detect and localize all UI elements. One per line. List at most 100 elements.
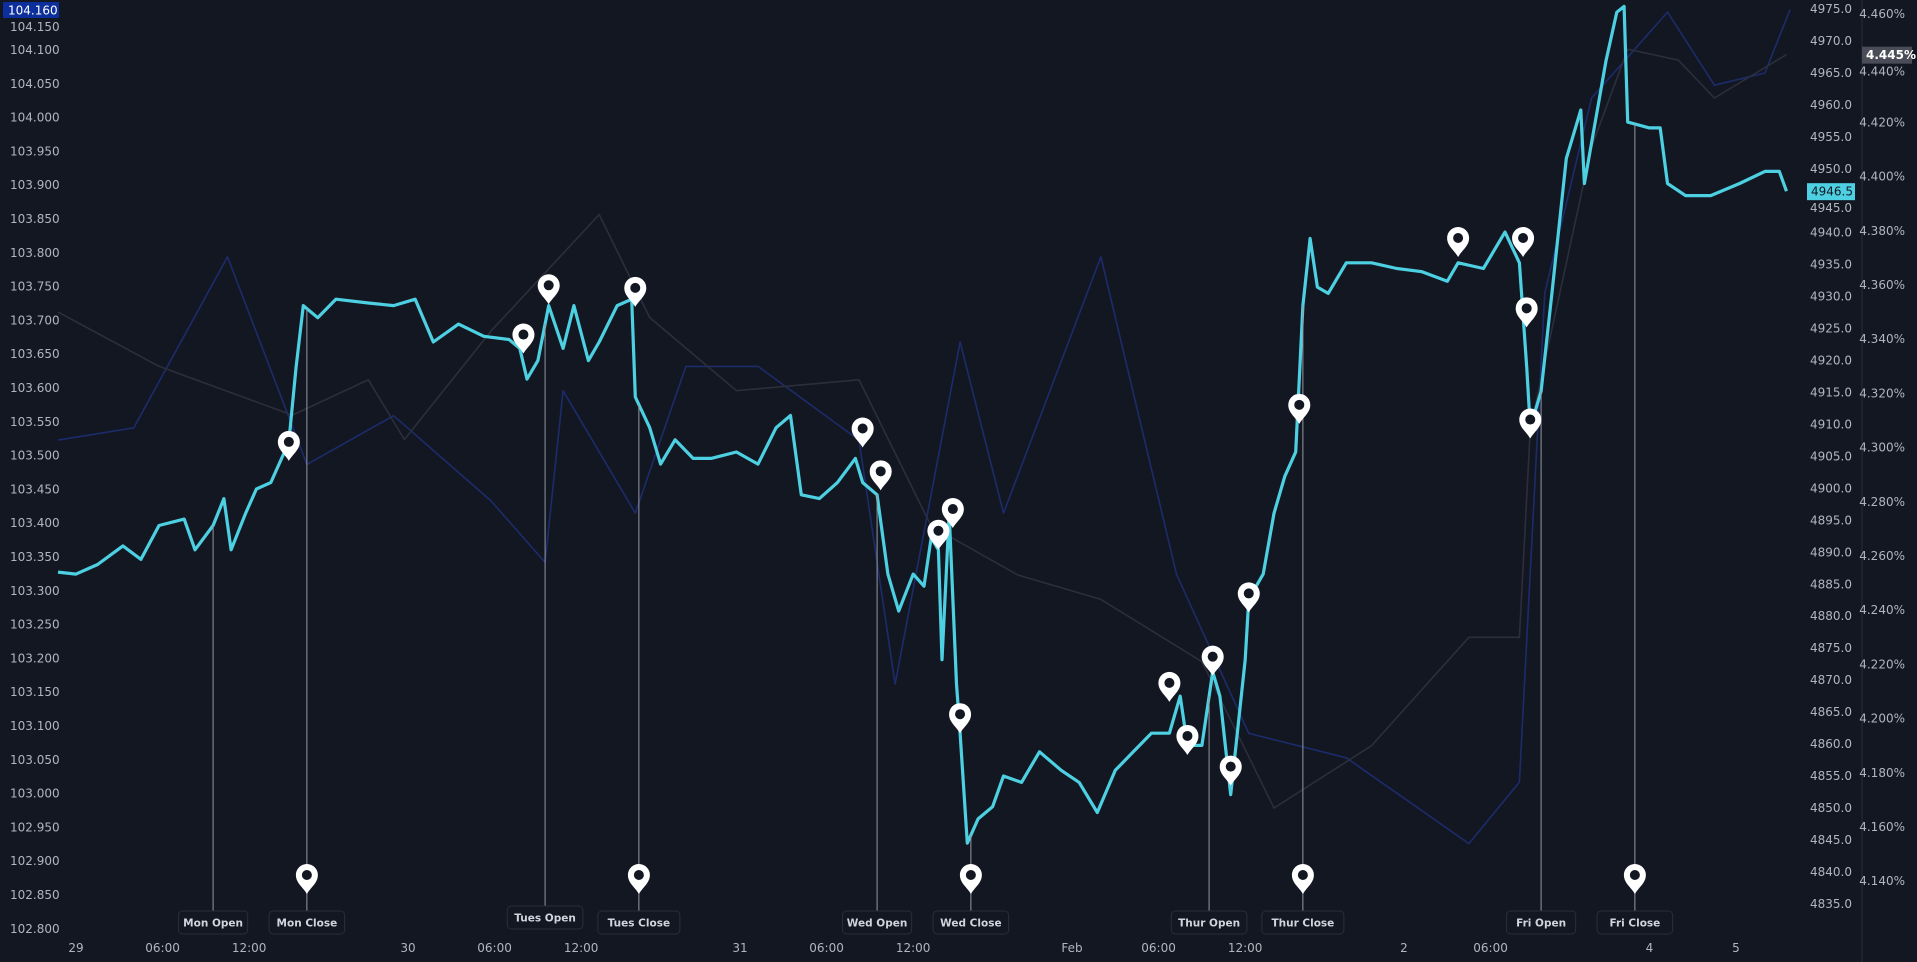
- session-marker-box[interactable]: [1261, 910, 1345, 935]
- session-marker-box[interactable]: [1170, 910, 1248, 935]
- left-axis-tick: 103.800: [10, 246, 60, 260]
- time-axis-tick: 12:00: [232, 941, 267, 955]
- left-axis-tick: 102.800: [10, 922, 60, 936]
- event-pin[interactable]: [927, 519, 950, 550]
- pin-hole: [1294, 399, 1305, 410]
- session-pin[interactable]: [295, 864, 318, 894]
- pin-hole: [857, 423, 868, 434]
- event-pin[interactable]: [1515, 297, 1538, 328]
- yield-current-value: 4.445%: [1866, 48, 1916, 62]
- session-marker-label: Thur Close: [1271, 918, 1334, 930]
- left-axis-tick: 103.750: [10, 280, 60, 294]
- left-axis-tick: 103.050: [10, 753, 60, 767]
- price-axis-tick: 4910.0: [1810, 417, 1852, 431]
- event-pin[interactable]: [537, 274, 560, 305]
- price-axis-tick: 4850.0: [1810, 801, 1852, 815]
- price-axis-tick: 4860.0: [1810, 737, 1852, 751]
- left-axis-tick: 103.850: [10, 212, 60, 226]
- dxy-current-badge: [3, 2, 59, 18]
- percent-axis-tick: 4.280%: [1859, 495, 1905, 509]
- left-axis-tick: 103.450: [10, 482, 60, 496]
- event-pin[interactable]: [1447, 227, 1470, 258]
- percent-axis-tick: 4.420%: [1859, 115, 1905, 129]
- event-pin[interactable]: [949, 703, 972, 734]
- pin-hole: [1164, 677, 1175, 688]
- event-pin[interactable]: [624, 276, 647, 307]
- session-marker-box[interactable]: [1596, 910, 1674, 935]
- price-current-value: 4946.5: [1811, 185, 1853, 199]
- percent-axis-tick: 4.160%: [1859, 820, 1905, 834]
- price-axis-tick: 4890.0: [1810, 545, 1852, 559]
- event-pin[interactable]: [851, 417, 874, 448]
- event-pin[interactable]: [1219, 755, 1242, 786]
- session-marker-box[interactable]: [177, 910, 249, 935]
- event-pin[interactable]: [1288, 393, 1311, 424]
- price-axis-tick: 4885.0: [1810, 577, 1852, 591]
- price-axis-tick: 4920.0: [1810, 354, 1852, 368]
- time-axis-tick: 4: [1646, 941, 1654, 955]
- time-axis-tick: 06:00: [477, 941, 512, 955]
- session-marker-label: Thur Open: [1178, 918, 1240, 930]
- session-marker-label: Fri Open: [1516, 918, 1566, 930]
- price-axis-tick: 4900.0: [1810, 481, 1852, 495]
- session-marker-box[interactable]: [1505, 910, 1577, 935]
- axes: 104.150 104.100 104.050 104.000 103.950 103.9…: [3, 0, 1916, 962]
- time-axis-tick: 06:00: [145, 941, 180, 955]
- left-axis-tick: 103.700: [10, 313, 60, 327]
- event-pin[interactable]: [1158, 671, 1181, 702]
- session-marker-box[interactable]: [597, 910, 681, 935]
- price-axis-tick: 4940.0: [1810, 226, 1852, 240]
- event-pin[interactable]: [277, 430, 300, 461]
- price-axis-tick: 4945.0: [1810, 201, 1852, 215]
- price-axis-tick: 4845.0: [1810, 833, 1852, 847]
- price-axis-tick: 4950.0: [1810, 162, 1852, 176]
- pin-hole: [283, 436, 294, 447]
- percent-axis-tick: 4.300%: [1859, 441, 1905, 455]
- session-marker-label: Mon Close: [277, 918, 338, 930]
- session-pin[interactable]: [627, 864, 650, 894]
- event-pin[interactable]: [1201, 645, 1224, 676]
- pin-hole: [1243, 588, 1254, 599]
- session-marker-box[interactable]: [506, 905, 584, 930]
- session-pin[interactable]: [1623, 864, 1646, 894]
- event-pin[interactable]: [1176, 724, 1199, 755]
- price-axis-tick: 4865.0: [1810, 705, 1852, 719]
- event-pin[interactable]: [1519, 408, 1542, 439]
- left-axis-tick: 103.100: [10, 719, 60, 733]
- event-pin[interactable]: [1237, 582, 1260, 613]
- time-axis-tick: 2: [1400, 941, 1408, 955]
- percent-axis-tick: 4.360%: [1859, 278, 1905, 292]
- session-pin[interactable]: [1291, 864, 1314, 894]
- pin-hole: [1297, 870, 1308, 880]
- left-axis-tick: 103.150: [10, 685, 60, 699]
- pin-hole: [543, 280, 554, 291]
- time-axis-tick: Feb: [1061, 941, 1082, 955]
- left-axis-tick: 102.900: [10, 854, 60, 868]
- event-pin[interactable]: [941, 498, 964, 529]
- pin-hole: [301, 870, 312, 880]
- pin-hole: [933, 525, 944, 536]
- left-axis-tick: 103.200: [10, 651, 60, 665]
- pin-hole: [1525, 414, 1536, 425]
- session-pin[interactable]: [959, 864, 982, 894]
- session-marker-box[interactable]: [932, 910, 1010, 935]
- session-marker-box[interactable]: [268, 910, 346, 935]
- event-pin[interactable]: [869, 460, 892, 491]
- price-axis-tick: 4925.0: [1810, 322, 1852, 336]
- session-marker-box[interactable]: [841, 910, 913, 935]
- event-pin[interactable]: [1512, 227, 1535, 258]
- event-pin[interactable]: [512, 323, 535, 354]
- percent-axis-tick: 4.220%: [1859, 657, 1905, 671]
- left-axis-tick: 103.300: [10, 584, 60, 598]
- left-axis-tick: 103.900: [10, 178, 60, 192]
- left-axis-tick: 103.500: [10, 449, 60, 463]
- left-axis-tick: 103.950: [10, 144, 60, 158]
- price-axis-tick: 4840.0: [1810, 865, 1852, 879]
- percent-axis-tick: 4.240%: [1859, 603, 1905, 617]
- price-axis-tick: 4855.0: [1810, 769, 1852, 783]
- left-axis-tick: 103.000: [10, 787, 60, 801]
- price-axis-tick: 4960.0: [1810, 98, 1852, 112]
- percent-axis-tick: 4.440%: [1859, 65, 1905, 79]
- price-axis-tick: 4965.0: [1810, 66, 1852, 80]
